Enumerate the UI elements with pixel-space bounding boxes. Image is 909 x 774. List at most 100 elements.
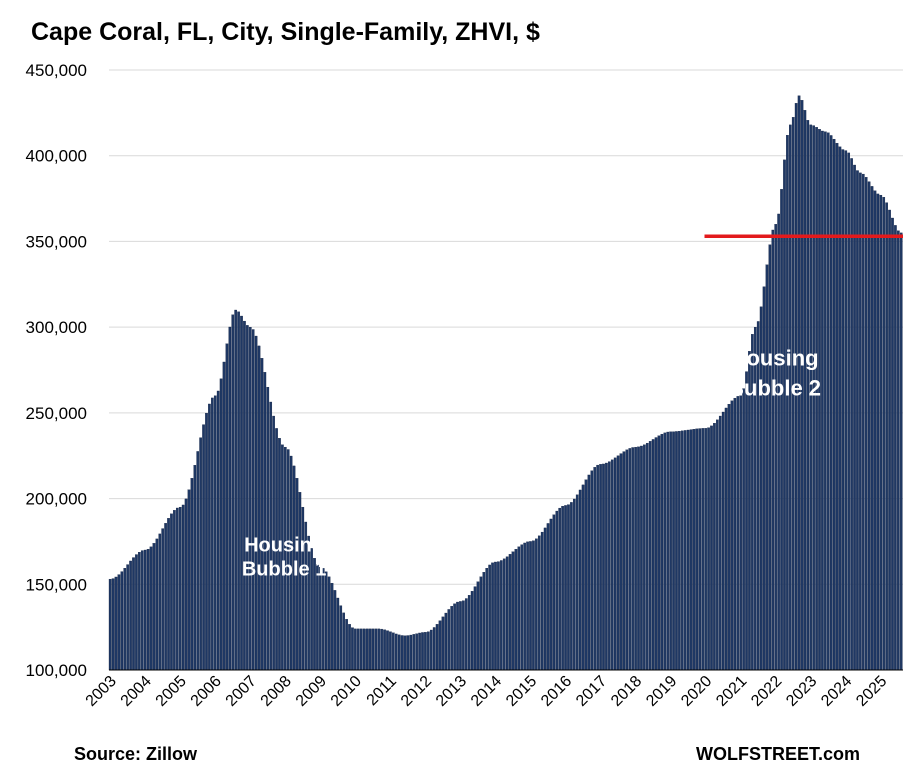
x-tick-label: 2003 (83, 673, 120, 710)
bar (681, 430, 684, 671)
bar (532, 540, 535, 671)
x-tick-label: 2007 (223, 673, 260, 710)
bar (193, 465, 197, 671)
bar (114, 576, 118, 671)
bar (333, 590, 337, 671)
bar (234, 309, 237, 671)
bar (727, 404, 731, 671)
bar (774, 224, 778, 671)
bar (716, 419, 719, 671)
bar (590, 470, 594, 671)
x-tick-label: 2020 (678, 673, 715, 710)
bar (841, 149, 845, 671)
bar (628, 448, 632, 671)
bar (403, 635, 407, 671)
bar (438, 620, 442, 671)
bar (891, 217, 894, 671)
x-tick-label: 2005 (153, 673, 190, 710)
x-tick-label: 2017 (573, 673, 610, 710)
bar (406, 635, 410, 671)
bar (613, 457, 617, 671)
x-tick-label: 2011 (364, 673, 400, 709)
bar (231, 314, 235, 671)
bar (260, 358, 264, 671)
bar (456, 601, 459, 671)
bar (520, 544, 524, 671)
bar (248, 326, 252, 671)
bar (742, 388, 745, 671)
bar (575, 494, 579, 671)
bar (108, 578, 112, 671)
bar (216, 390, 220, 671)
bar (724, 407, 728, 671)
bar (535, 538, 538, 671)
y-axis: 100,000 150,000 200,000 250,000 300,000 350,0… (26, 61, 87, 680)
bar (599, 464, 602, 671)
bar (459, 601, 462, 671)
brand-label: WOLFSTREET.com (696, 744, 861, 764)
x-tick-label: 2019 (643, 673, 680, 710)
y-tick-label: 250,000 (26, 404, 87, 423)
bar (447, 609, 451, 671)
bar (444, 612, 448, 671)
bar (651, 439, 655, 671)
x-tick-label: 2004 (118, 673, 155, 710)
bar (330, 582, 334, 671)
bar (558, 507, 562, 671)
y-tick-label: 300,000 (26, 318, 87, 337)
bar (155, 538, 159, 671)
bar (336, 597, 340, 671)
bar (409, 634, 413, 671)
bar (240, 315, 243, 671)
bar (739, 395, 743, 671)
x-tick-label: 2023 (783, 673, 820, 710)
bar (158, 533, 162, 671)
bar (616, 455, 620, 671)
bar (494, 561, 497, 671)
bar (888, 209, 891, 671)
bar (362, 628, 366, 671)
bar (365, 628, 369, 671)
bar (482, 572, 486, 671)
bar (321, 568, 325, 671)
bar (780, 189, 783, 671)
x-tick-label: 2006 (188, 673, 225, 710)
bar (464, 598, 468, 671)
bar (421, 632, 424, 671)
bar (359, 628, 363, 671)
bar (567, 504, 570, 671)
bar (348, 624, 351, 671)
x-tick-label: 2021 (713, 673, 750, 710)
bar (502, 558, 506, 671)
annotation-label: Housing (731, 346, 819, 371)
bar (266, 386, 270, 671)
bar (356, 628, 360, 671)
y-tick-label: 100,000 (26, 661, 87, 680)
x-tick-label: 2024 (818, 673, 855, 710)
bar (619, 453, 623, 671)
bar (634, 446, 637, 671)
bar (660, 433, 664, 671)
bar (710, 425, 713, 671)
bar (663, 432, 667, 671)
bar (762, 286, 766, 671)
bar (485, 568, 489, 671)
bar (301, 506, 305, 671)
bar (111, 578, 115, 671)
bar (689, 429, 693, 671)
y-tick-label: 150,000 (26, 575, 87, 594)
bar (246, 325, 249, 671)
bar (608, 461, 611, 671)
bar (847, 152, 851, 671)
bar (377, 628, 381, 671)
bar (394, 633, 398, 671)
bar (412, 634, 416, 671)
bar (424, 632, 427, 671)
bar (692, 429, 696, 671)
bar (173, 510, 176, 671)
bar (572, 498, 576, 671)
bar (861, 173, 865, 671)
bar (824, 131, 827, 671)
bar (243, 320, 246, 671)
bar (885, 202, 888, 671)
